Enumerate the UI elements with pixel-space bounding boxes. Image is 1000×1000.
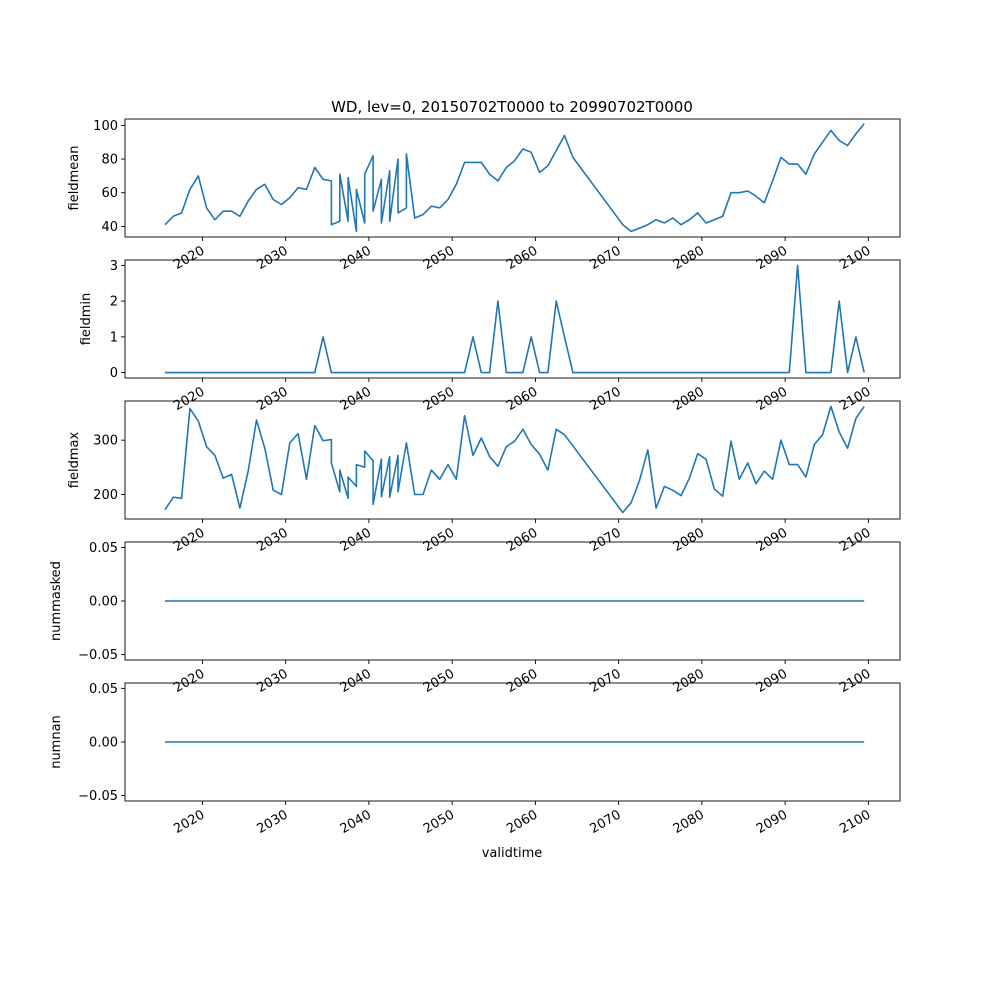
x-tick-label: 2070 bbox=[587, 243, 623, 273]
y-tick-label: 0.00 bbox=[89, 736, 118, 751]
x-tick-label: 2040 bbox=[338, 666, 374, 696]
x-tick-label: 2040 bbox=[338, 243, 374, 273]
x-tick-label: 2060 bbox=[504, 807, 540, 837]
x-tick-label: 2030 bbox=[255, 807, 291, 837]
figure-title: WD, lev=0, 20150702T0000 to 20990702T000… bbox=[331, 98, 693, 116]
x-tick-label: 2050 bbox=[421, 666, 457, 696]
x-tick-label: 2020 bbox=[171, 243, 207, 273]
x-tick-label: 2050 bbox=[421, 807, 457, 837]
axes-frame bbox=[124, 259, 901, 379]
y-tick-label: 0 bbox=[110, 366, 118, 381]
x-tick-label: 2060 bbox=[504, 384, 540, 414]
y-tick-label: 300 bbox=[93, 434, 118, 449]
subplot-numnan: −0.05 0.00 0.05 2020 2030 2040 2050 2060 2070 208… bbox=[49, 682, 901, 837]
x-tick-label: 2100 bbox=[837, 525, 873, 555]
x-tick-label: 2060 bbox=[504, 666, 540, 696]
x-tick-label: 2030 bbox=[255, 666, 291, 696]
x-tick-label: 2040 bbox=[338, 525, 374, 555]
x-tick-label: 2050 bbox=[421, 525, 457, 555]
x-tick-label: 2040 bbox=[338, 384, 374, 414]
x-tick-label: 2100 bbox=[837, 807, 873, 837]
x-tick-label: 2050 bbox=[421, 384, 457, 414]
axes-frame bbox=[124, 118, 901, 238]
x-tick-label: 2090 bbox=[754, 243, 790, 273]
x-tick-label: 2070 bbox=[587, 384, 623, 414]
x-tick-label: 2020 bbox=[171, 525, 207, 555]
x-tick-label: 2050 bbox=[421, 243, 457, 273]
x-tick-label: 2080 bbox=[671, 807, 707, 837]
y-tick-label: 60 bbox=[101, 186, 118, 201]
y-tick-label: 100 bbox=[93, 119, 118, 134]
y-axis-title-fieldmax: fieldmax bbox=[67, 432, 82, 489]
x-tick-label: 2060 bbox=[504, 525, 540, 555]
x-tick-label: 2060 bbox=[504, 243, 540, 273]
series-line-fieldmax bbox=[164, 405, 865, 514]
x-tick-label: 2100 bbox=[837, 384, 873, 414]
x-tick-label: 2100 bbox=[837, 243, 873, 273]
x-tick-label: 2070 bbox=[587, 666, 623, 696]
y-tick-label: 40 bbox=[101, 220, 118, 235]
x-tick-label: 2090 bbox=[754, 525, 790, 555]
y-axis-title-fieldmean: fieldmean bbox=[67, 146, 82, 211]
x-axis-title: validtime bbox=[482, 846, 543, 861]
subplot-nummasked: −0.05 0.00 0.05 2020 2030 2040 2050 2060 2070 208… bbox=[49, 541, 901, 696]
y-axis-title-nummasked: nummasked bbox=[49, 561, 64, 641]
y-tick-label: 1 bbox=[110, 330, 118, 345]
y-tick-label: 200 bbox=[93, 488, 118, 503]
x-tick-label: 2080 bbox=[671, 384, 707, 414]
x-tick-label: 2090 bbox=[754, 807, 790, 837]
x-tick-label: 2080 bbox=[671, 243, 707, 273]
x-tick-label: 2100 bbox=[837, 666, 873, 696]
subplot-fieldmean: 40 60 80 100 2020 2030 2040 2050 2060 2070 2080 209… bbox=[67, 118, 901, 273]
y-tick-label: 3 bbox=[110, 259, 118, 274]
series-line-fieldmin bbox=[165, 264, 865, 374]
y-tick-label: 0.00 bbox=[89, 595, 118, 610]
x-tick-label: 2030 bbox=[255, 243, 291, 273]
x-tick-label: 2070 bbox=[587, 525, 623, 555]
y-axis-title-numnan: numnan bbox=[49, 715, 64, 769]
y-tick-label: 80 bbox=[101, 153, 118, 168]
y-tick-label: 0.05 bbox=[89, 682, 118, 697]
y-axis-title-fieldmin: fieldmin bbox=[79, 293, 94, 346]
x-tick-label: 2080 bbox=[671, 666, 707, 696]
y-tick-label: 2 bbox=[110, 295, 118, 310]
x-tick-label: 2030 bbox=[255, 384, 291, 414]
x-tick-label: 2020 bbox=[171, 666, 207, 696]
subplot-fieldmax: 200 300 2020 2030 2040 2050 2060 2070 2080 2090 21… bbox=[67, 400, 901, 555]
y-tick-label: 0.05 bbox=[89, 541, 118, 556]
x-tick-label: 2080 bbox=[671, 525, 707, 555]
y-tick-label: −0.05 bbox=[78, 789, 118, 804]
x-tick-label: 2040 bbox=[338, 807, 374, 837]
x-tick-label: 2020 bbox=[171, 807, 207, 837]
y-tick-label: −0.05 bbox=[78, 648, 118, 663]
x-tick-label: 2070 bbox=[587, 807, 623, 837]
x-tick-label: 2090 bbox=[754, 666, 790, 696]
axes-frame bbox=[124, 400, 901, 520]
subplot-stack: 40 60 80 100 2020 2030 2040 2050 2060 2070 2080 209… bbox=[49, 118, 901, 837]
x-tick-label: 2030 bbox=[255, 525, 291, 555]
x-tick-label: 2090 bbox=[754, 384, 790, 414]
series-line-fieldmean bbox=[164, 123, 865, 233]
